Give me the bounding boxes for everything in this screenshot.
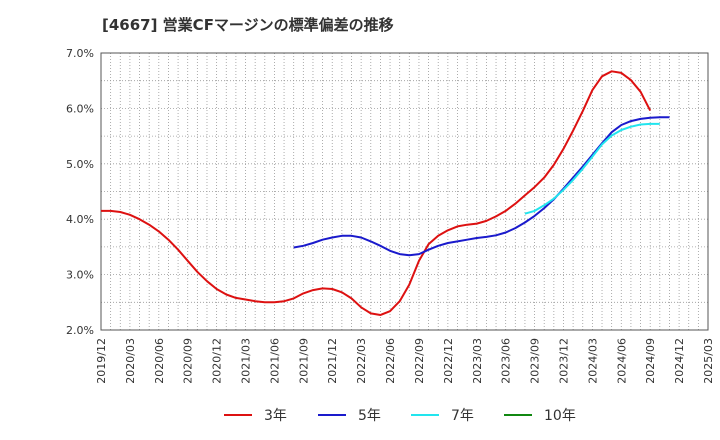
plot-border bbox=[100, 52, 709, 331]
x-tick-label: 2024/06 bbox=[615, 338, 628, 384]
legend-label: 10年 bbox=[544, 408, 576, 424]
x-tick-label: 2025/03 bbox=[702, 338, 715, 384]
x-tick-label: 2022/09 bbox=[413, 338, 426, 384]
x-tick-label: 2020/03 bbox=[124, 338, 137, 384]
series-line-7年 bbox=[524, 122, 660, 215]
legend-label: 5年 bbox=[358, 408, 381, 424]
y-tick-label: 2.0% bbox=[66, 324, 94, 337]
x-tick-label: 2020/06 bbox=[153, 338, 166, 384]
x-tick-label: 2024/03 bbox=[586, 338, 599, 384]
legend-label: 7年 bbox=[451, 408, 474, 424]
legend-label: 3年 bbox=[264, 408, 287, 424]
x-tick-label: 2024/09 bbox=[644, 338, 657, 384]
x-tick-label: 2022/06 bbox=[384, 338, 397, 384]
y-tick-label: 7.0% bbox=[66, 47, 94, 60]
x-tick-label: 2022/03 bbox=[355, 338, 368, 384]
x-tick-label: 2021/12 bbox=[326, 338, 339, 384]
x-tick-label: 2021/09 bbox=[297, 338, 310, 384]
x-tick-label: 2023/12 bbox=[557, 338, 570, 384]
x-tick-label: 2020/12 bbox=[211, 338, 224, 384]
chart-title: [4667] 営業CFマージンの標準偏差の推移 bbox=[102, 16, 394, 34]
x-tick-label: 2020/09 bbox=[182, 338, 195, 384]
series-line-3年 bbox=[101, 70, 652, 316]
series-lines bbox=[101, 70, 670, 316]
x-tick-label: 2023/03 bbox=[471, 338, 484, 384]
grid-lines bbox=[101, 53, 708, 330]
x-tick-label: 2023/09 bbox=[529, 338, 542, 384]
x-tick-label: 2021/03 bbox=[240, 338, 253, 384]
y-tick-label: 5.0% bbox=[66, 158, 94, 171]
axes: 2.0% 3.0% 4.0% 5.0% 6.0% 7.0% 2019/12 2020/03 20… bbox=[66, 47, 715, 384]
x-tick-label: 2021/06 bbox=[268, 338, 281, 384]
series-line-5年 bbox=[293, 116, 670, 257]
y-tick-label: 6.0% bbox=[66, 102, 94, 115]
x-tick-label: 2023/06 bbox=[500, 338, 513, 384]
x-tick-label: 2024/12 bbox=[673, 338, 686, 384]
y-tick-label: 3.0% bbox=[66, 269, 94, 282]
x-tick-label: 2022/12 bbox=[442, 338, 455, 384]
legend: 3年 5年 7年 10年 bbox=[224, 408, 576, 424]
y-tick-label: 4.0% bbox=[66, 213, 94, 226]
x-tick-label: 2019/12 bbox=[95, 338, 108, 384]
